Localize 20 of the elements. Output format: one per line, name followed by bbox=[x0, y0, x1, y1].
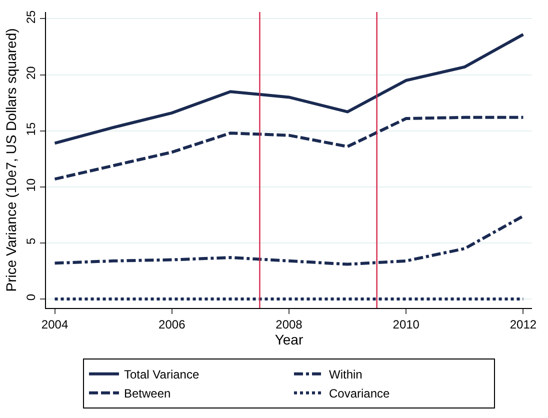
x-tick-label: 2010 bbox=[392, 317, 420, 332]
y-axis-title: Price Variance (10e7, US Dollars squared) bbox=[2, 28, 19, 292]
legend-label: Between bbox=[124, 386, 171, 400]
legend-label: Total Variance bbox=[124, 368, 200, 382]
legend-label: Within bbox=[329, 368, 362, 382]
y-tick-label: 0 bbox=[24, 294, 38, 301]
line-series bbox=[53, 32, 525, 145]
y-tick-label: 10 bbox=[24, 178, 38, 192]
x-axis-title: Year bbox=[274, 331, 304, 348]
x-tick-label: 2006 bbox=[158, 317, 186, 332]
line-series bbox=[53, 214, 525, 266]
x-tick-label: 2008 bbox=[276, 317, 303, 332]
y-tick-label: 15 bbox=[24, 122, 38, 136]
x-tick-label: 2004 bbox=[41, 317, 68, 332]
y-tick-label: 5 bbox=[24, 238, 38, 245]
y-tick-label: 25 bbox=[24, 10, 38, 24]
legend-label: Covariance bbox=[329, 386, 390, 400]
line-series bbox=[53, 116, 525, 181]
y-tick-label: 20 bbox=[24, 66, 38, 80]
x-tick-label: 2012 bbox=[510, 317, 537, 332]
